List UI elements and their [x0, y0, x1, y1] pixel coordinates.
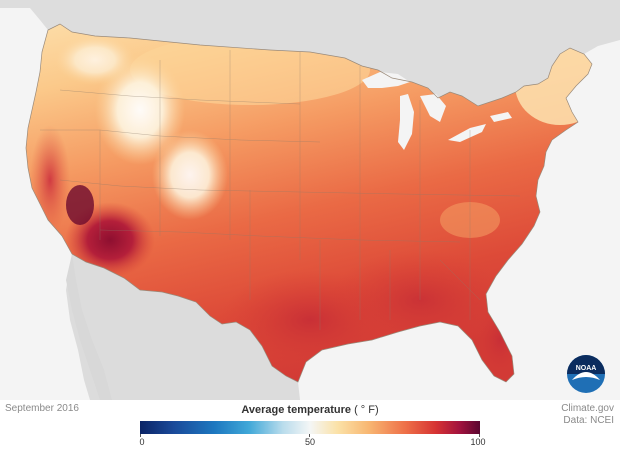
credit-data: Data: NCEI — [563, 415, 614, 426]
baja-peninsula — [66, 254, 112, 400]
map-area: NOAA — [0, 0, 620, 400]
temperature-legend: Average temperature ( ° F) 0 50 100 — [139, 403, 485, 449]
temperature-map — [0, 0, 620, 400]
legend-label-max: 100 — [470, 437, 486, 447]
legend-tick-max — [479, 434, 480, 437]
lake-ontario — [490, 112, 512, 122]
legend-title-text: Average temperature — [241, 404, 351, 416]
state-borders — [40, 50, 521, 330]
legend-color-bar — [140, 421, 480, 434]
credit-source: Climate.gov — [561, 403, 614, 414]
legend-tick-min — [140, 434, 141, 437]
credit-block: Climate.gov Data: NCEI — [561, 403, 614, 427]
noaa-logo-icon: NOAA — [567, 355, 605, 393]
legend-tick-mid — [309, 434, 310, 437]
lake-erie — [448, 124, 486, 142]
legend-label-min: 0 — [139, 437, 145, 447]
lake-huron — [420, 94, 446, 122]
canada-landmass — [0, 0, 620, 106]
mexico-landmass — [66, 254, 300, 400]
legend-label-mid: 50 — [304, 437, 316, 447]
lake-michigan — [398, 94, 414, 150]
noaa-logo-text: NOAA — [576, 365, 597, 372]
legend-title: Average temperature ( ° F) — [140, 404, 480, 416]
lake-superior — [362, 72, 410, 88]
date-label: September 2016 — [5, 403, 79, 414]
us-outline — [25, 23, 593, 383]
legend-unit: ( ° F) — [354, 404, 379, 416]
